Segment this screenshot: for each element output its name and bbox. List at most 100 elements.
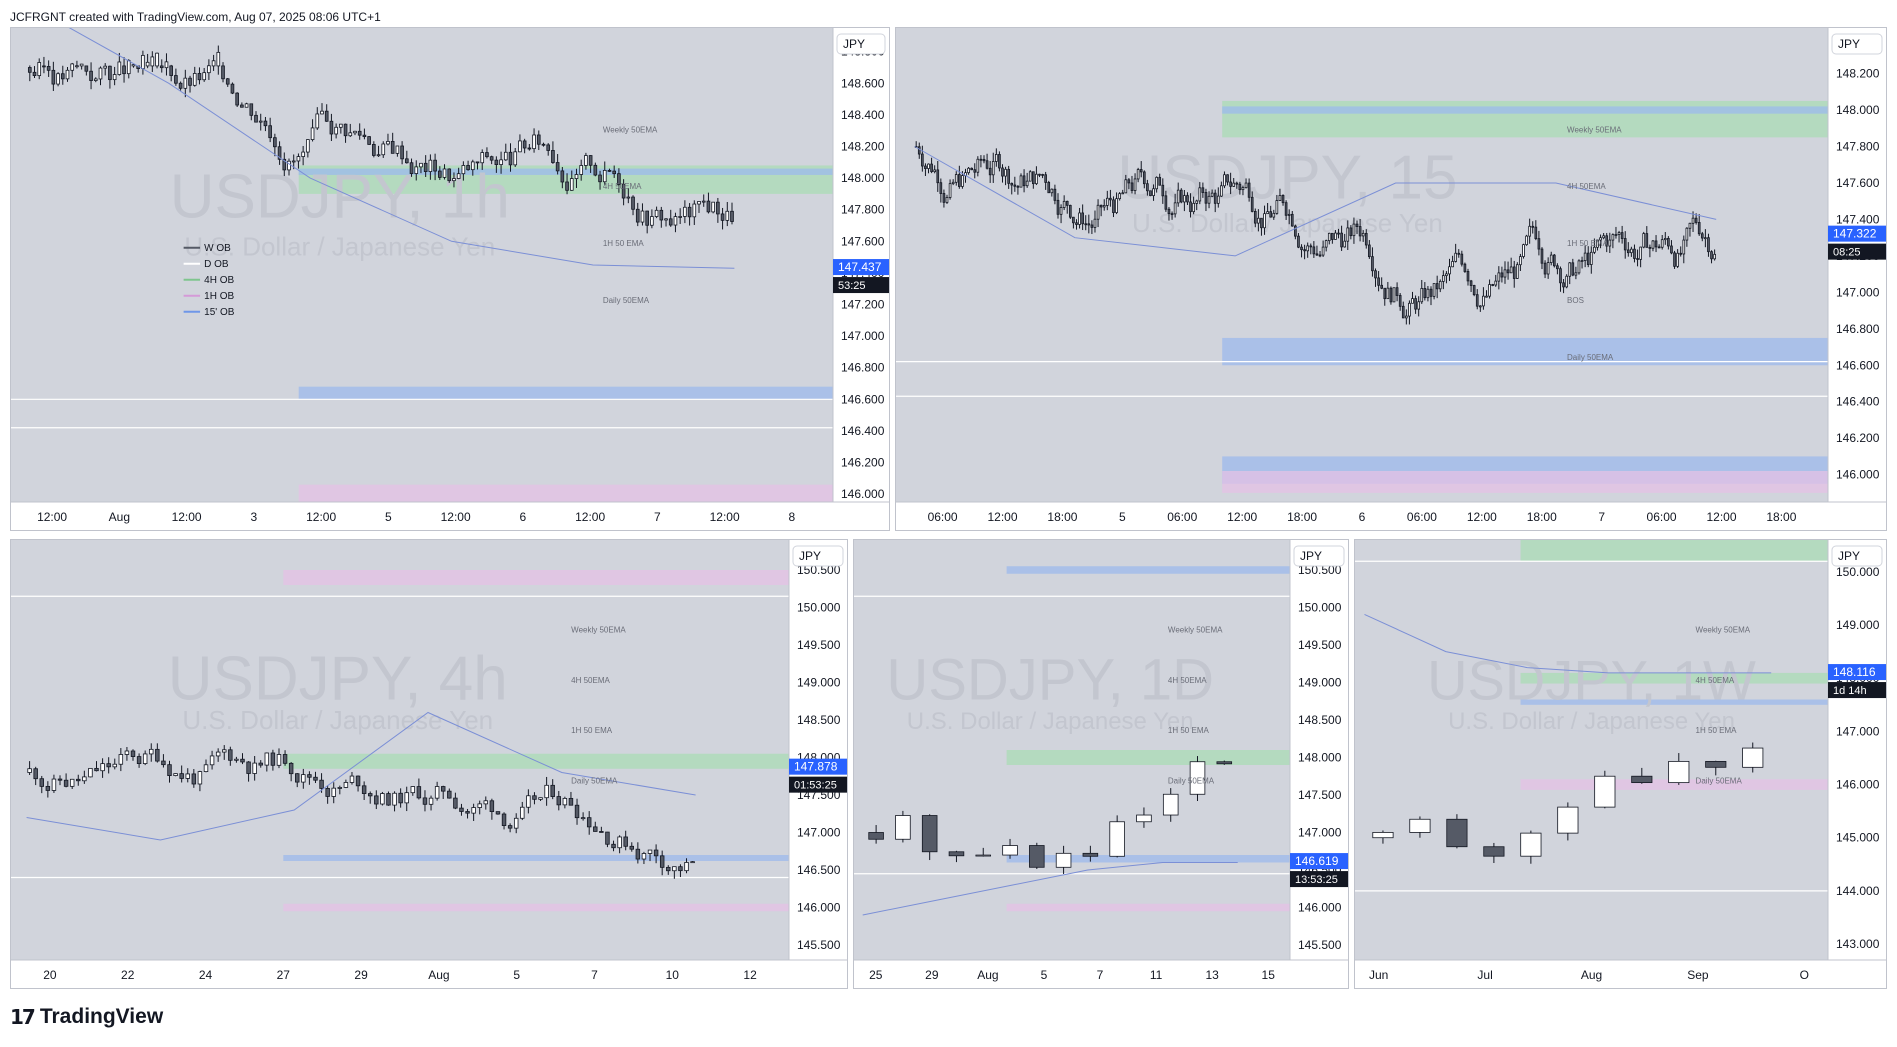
candle [607, 168, 612, 172]
candle [343, 779, 349, 789]
last-price-tag: 148.116 [1828, 664, 1886, 681]
candle [1568, 262, 1572, 285]
candle [372, 141, 376, 158]
tradingview-brand[interactable]: 17 TradingView [10, 1003, 163, 1031]
candle [325, 785, 330, 804]
x-tick-label: 7 [1598, 510, 1605, 524]
chart-pane-1h[interactable]: USDJPY, 1h U.S. Dollar / Japanese Yen Week… [10, 27, 890, 531]
chart-svg-p1[interactable]: USDJPY, 1hU.S. Dollar / Japanese Yen Week… [11, 28, 889, 530]
x-tick-label: 06:00 [1407, 510, 1437, 524]
candle [191, 769, 197, 788]
candle [513, 148, 518, 167]
candle [720, 207, 725, 230]
candle [951, 179, 955, 186]
chart-svg-p4[interactable]: USDJPY, 1DU.S. Dollar / Japanese Yen Week… [854, 540, 1348, 988]
x-tick-label: 8 [789, 510, 796, 524]
candle [295, 773, 300, 788]
candle [1503, 261, 1507, 284]
candle [556, 790, 562, 811]
currency-button[interactable]: JPY [1293, 545, 1345, 567]
chart-pane-4h[interactable]: USDJPY, 4h U.S. Dollar / Japanese Yen Week… [10, 539, 848, 989]
candle [361, 781, 367, 800]
candle [203, 759, 209, 773]
currency-button[interactable]: JPY [1831, 33, 1883, 55]
candle [1377, 271, 1380, 292]
candle [1035, 166, 1038, 186]
candle [1084, 215, 1088, 231]
candle [434, 781, 440, 801]
candle [1472, 284, 1476, 297]
zone-green-zone [1006, 750, 1290, 765]
y-tick-label: 147.600 [841, 234, 885, 248]
candle [503, 143, 508, 161]
x-tick-label: Aug [109, 510, 130, 524]
candle [207, 59, 211, 80]
candle [65, 66, 70, 82]
chart-pane-1d[interactable]: USDJPY, 1D U.S. Dollar / Japanese Yen Week… [853, 539, 1349, 989]
candle [183, 69, 188, 98]
candle [1358, 218, 1362, 242]
candle [1392, 287, 1396, 303]
x-tick-label: 22 [121, 968, 135, 982]
candle [46, 60, 51, 77]
candle [216, 45, 221, 75]
chart-pane-15m[interactable]: USDJPY, 15 U.S. Dollar / Japanese Yen Week… [895, 27, 1887, 531]
x-tick-label: 5 [513, 968, 520, 982]
candle [550, 779, 555, 800]
currency-button[interactable]: JPY [1831, 545, 1883, 567]
candle [716, 197, 720, 223]
candle [409, 158, 414, 177]
candle [617, 835, 622, 854]
candle [1457, 249, 1461, 258]
x-tick-label: 5 [1119, 510, 1126, 524]
candle [1028, 170, 1032, 182]
candle [1371, 247, 1374, 277]
candle [1183, 190, 1186, 212]
candle [221, 62, 225, 83]
currency-button[interactable]: JPY [792, 545, 844, 567]
candle [268, 117, 272, 143]
chart-svg-p5[interactable]: USDJPY, 1WU.S. Dollar / Japanese YenWeek… [1355, 540, 1886, 988]
chart-pane-1w[interactable]: USDJPY, 1W U.S. Dollar / Japanese Yen Week… [1354, 539, 1887, 989]
candle [1557, 802, 1579, 841]
chart-svg-p2[interactable]: USDJPY, 15U.S. Dollar / Japanese Yen Week… [896, 28, 1886, 530]
x-tick-label: 27 [277, 968, 291, 982]
candle [508, 143, 513, 172]
candle [1386, 281, 1390, 300]
candle [1244, 178, 1248, 189]
candle [1250, 191, 1254, 213]
chart-svg-p3[interactable]: USDJPY, 4hU.S. Dollar / Japanese Yen Week… [11, 540, 847, 988]
candle [142, 750, 148, 766]
candle [1195, 199, 1199, 211]
candle [489, 798, 495, 820]
y-tick-label: 146.400 [1836, 395, 1880, 409]
candle [51, 774, 57, 793]
candle [520, 801, 525, 821]
candle [246, 761, 251, 782]
candle [471, 803, 476, 821]
x-tick-label: 11 [1150, 968, 1163, 982]
svg-text:147.878: 147.878 [794, 760, 838, 774]
candle [933, 165, 937, 174]
candle [89, 62, 93, 90]
candle [1586, 246, 1590, 268]
candle [1176, 182, 1180, 207]
candle [1038, 173, 1041, 178]
candle [1022, 169, 1026, 193]
candle [1614, 226, 1618, 239]
candle [668, 209, 673, 227]
candle [374, 790, 379, 810]
candle [1118, 192, 1121, 201]
candle [428, 795, 434, 811]
candle [349, 771, 355, 785]
candle [470, 159, 475, 176]
x-tick-label: 7 [654, 510, 661, 524]
candle [392, 791, 397, 812]
ema-line [68, 28, 735, 269]
y-tick-label: 147.600 [1836, 176, 1880, 190]
candle [1483, 842, 1505, 864]
candle [1685, 227, 1689, 247]
y-tick-label: 148.500 [1298, 713, 1342, 727]
ema-line [862, 862, 1238, 916]
currency-button[interactable]: JPY [836, 33, 886, 55]
